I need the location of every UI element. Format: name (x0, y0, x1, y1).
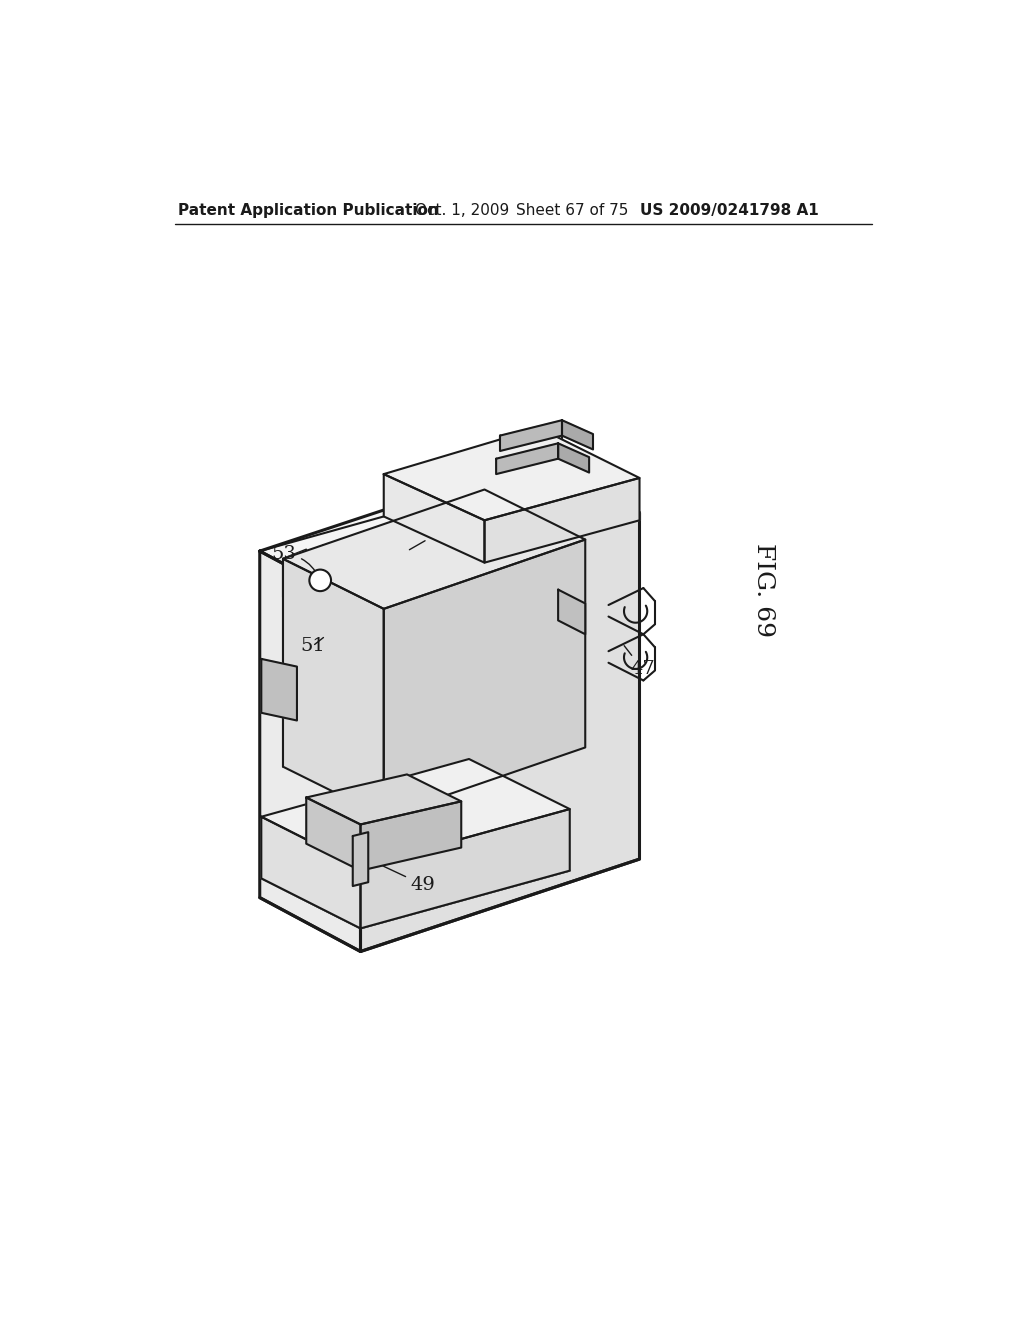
Polygon shape (384, 474, 484, 562)
Text: 46: 46 (417, 475, 455, 515)
Text: Oct. 1, 2009: Oct. 1, 2009 (415, 203, 509, 218)
Circle shape (309, 570, 331, 591)
Polygon shape (352, 832, 369, 886)
Polygon shape (261, 759, 569, 867)
Text: US 2009/0241798 A1: US 2009/0241798 A1 (640, 203, 818, 218)
Polygon shape (261, 817, 360, 928)
Polygon shape (360, 809, 569, 928)
Text: FIG. 69: FIG. 69 (752, 543, 775, 636)
Text: 47: 47 (625, 645, 655, 678)
Polygon shape (384, 540, 586, 817)
Polygon shape (260, 552, 360, 952)
Polygon shape (496, 444, 558, 474)
Text: Sheet 67 of 75: Sheet 67 of 75 (515, 203, 628, 218)
Text: 49: 49 (371, 861, 436, 894)
Polygon shape (261, 659, 297, 721)
Polygon shape (283, 558, 384, 817)
Polygon shape (558, 444, 589, 473)
Text: 53: 53 (271, 545, 319, 578)
Polygon shape (306, 797, 360, 871)
Text: 51: 51 (300, 638, 325, 655)
Polygon shape (360, 512, 640, 952)
Polygon shape (558, 590, 586, 635)
Text: Patent Application Publication: Patent Application Publication (178, 203, 439, 218)
Polygon shape (484, 478, 640, 562)
Text: 51: 51 (410, 521, 455, 549)
Polygon shape (384, 428, 640, 520)
Polygon shape (562, 420, 593, 449)
Polygon shape (260, 459, 640, 605)
Polygon shape (500, 420, 562, 451)
Polygon shape (360, 801, 461, 871)
Polygon shape (306, 775, 461, 825)
Polygon shape (283, 490, 586, 609)
